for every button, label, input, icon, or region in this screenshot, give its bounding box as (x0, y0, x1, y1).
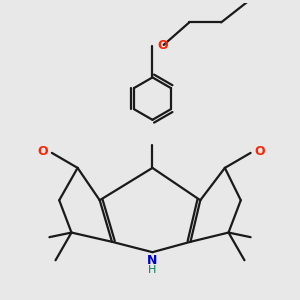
Text: O: O (38, 145, 48, 158)
Text: H: H (148, 265, 157, 275)
Text: N: N (147, 254, 158, 267)
Text: O: O (158, 39, 168, 52)
Text: O: O (254, 145, 265, 158)
